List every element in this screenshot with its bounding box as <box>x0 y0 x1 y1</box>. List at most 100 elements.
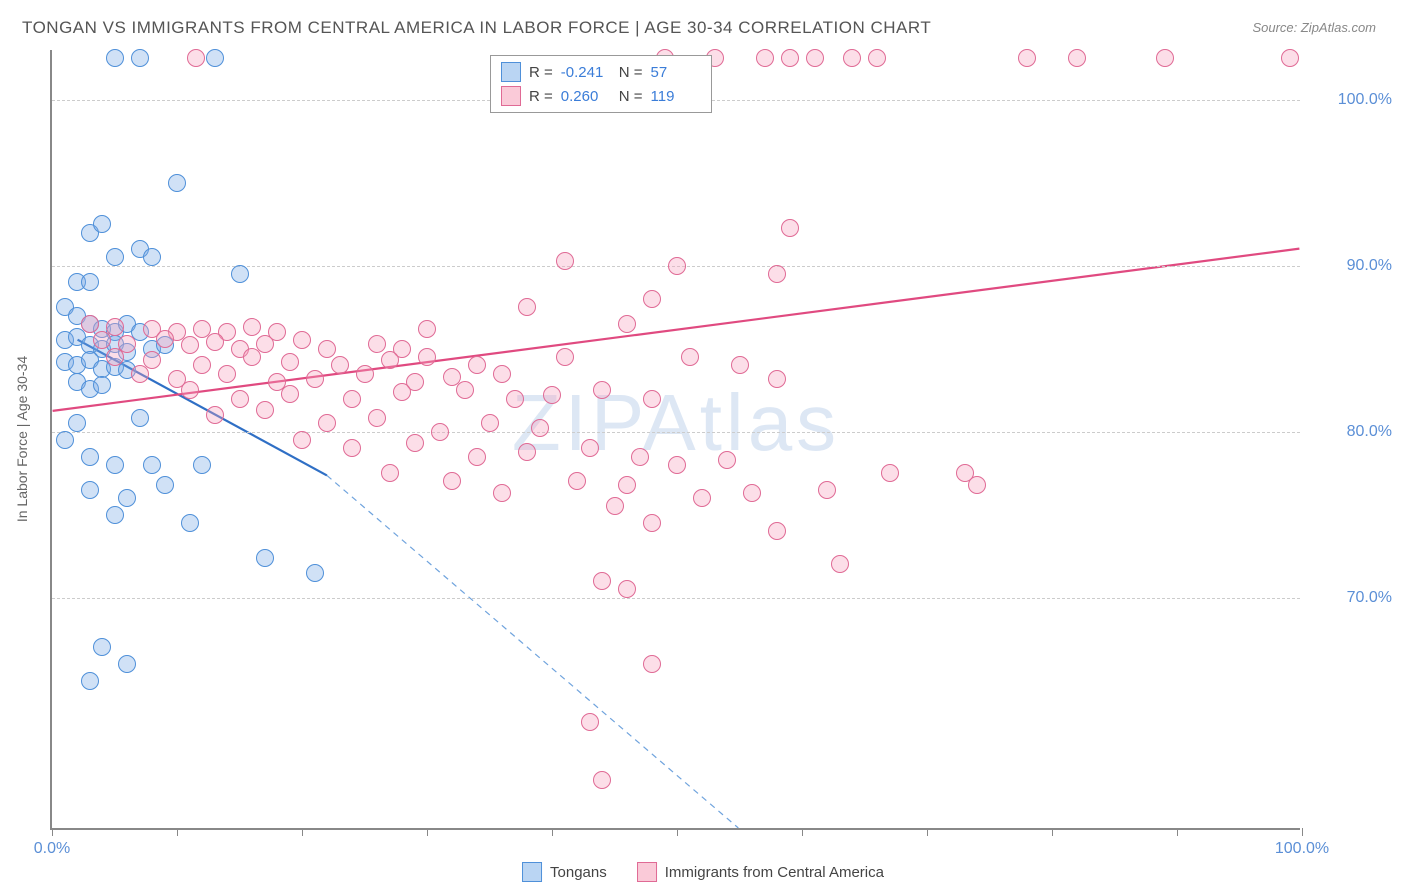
data-point <box>256 401 274 419</box>
data-point <box>81 448 99 466</box>
data-point <box>187 49 205 67</box>
data-point <box>843 49 861 67</box>
data-point <box>406 434 424 452</box>
data-point <box>481 414 499 432</box>
y-tick-label: 70.0% <box>1312 589 1392 607</box>
data-point <box>106 506 124 524</box>
y-tick-label: 80.0% <box>1312 423 1392 441</box>
data-point <box>381 351 399 369</box>
data-point <box>181 336 199 354</box>
swatch-tongans <box>501 62 521 82</box>
data-point <box>756 49 774 67</box>
data-point <box>1018 49 1036 67</box>
data-point <box>56 431 74 449</box>
y-axis-title: In Labor Force | Age 30-34 <box>14 356 30 522</box>
data-point <box>81 672 99 690</box>
data-point <box>206 406 224 424</box>
gridline-h <box>52 598 1300 599</box>
data-point <box>293 431 311 449</box>
data-point <box>318 414 336 432</box>
n-tongans: 57 <box>651 64 701 81</box>
data-point <box>643 290 661 308</box>
data-point <box>593 381 611 399</box>
data-point <box>256 549 274 567</box>
data-point <box>618 476 636 494</box>
data-point <box>143 248 161 266</box>
data-point <box>193 356 211 374</box>
chart-source: Source: ZipAtlas.com <box>1252 20 1376 35</box>
data-point <box>381 464 399 482</box>
legend-item-central-america: Immigrants from Central America <box>637 862 884 882</box>
r-central-america: 0.260 <box>561 88 611 105</box>
data-point <box>556 252 574 270</box>
data-point <box>156 476 174 494</box>
x-tick <box>52 828 53 836</box>
data-point <box>818 481 836 499</box>
data-point <box>431 423 449 441</box>
data-point <box>231 390 249 408</box>
chart-title: TONGAN VS IMMIGRANTS FROM CENTRAL AMERIC… <box>22 18 931 38</box>
data-point <box>68 414 86 432</box>
data-point <box>806 49 824 67</box>
x-tick <box>427 828 428 836</box>
data-point <box>168 174 186 192</box>
data-point <box>768 265 786 283</box>
data-point <box>418 320 436 338</box>
data-point <box>731 356 749 374</box>
data-point <box>768 522 786 540</box>
data-point <box>881 464 899 482</box>
x-tick <box>1302 828 1303 836</box>
data-point <box>218 365 236 383</box>
data-point <box>518 298 536 316</box>
r-tongans: -0.241 <box>561 64 611 81</box>
gridline-h <box>52 432 1300 433</box>
legend-swatch-tongans <box>522 862 542 882</box>
data-point <box>593 771 611 789</box>
data-point <box>781 49 799 67</box>
data-point <box>531 419 549 437</box>
data-point <box>181 514 199 532</box>
data-point <box>718 451 736 469</box>
data-point <box>81 273 99 291</box>
data-point <box>618 315 636 333</box>
data-point <box>643 655 661 673</box>
data-point <box>681 348 699 366</box>
x-tick <box>302 828 303 836</box>
trend-lines <box>52 50 1300 828</box>
swatch-central-america <box>501 86 521 106</box>
legend-label-tongans: Tongans <box>550 864 607 881</box>
data-point <box>1281 49 1299 67</box>
data-point <box>206 49 224 67</box>
x-tick <box>677 828 678 836</box>
y-tick-label: 90.0% <box>1312 257 1392 275</box>
n-central-america: 119 <box>651 88 701 105</box>
data-point <box>156 330 174 348</box>
data-point <box>93 331 111 349</box>
data-point <box>206 333 224 351</box>
data-point <box>643 514 661 532</box>
data-point <box>106 248 124 266</box>
x-tick <box>1177 828 1178 836</box>
data-point <box>106 49 124 67</box>
data-point <box>243 318 261 336</box>
data-point <box>331 356 349 374</box>
data-point <box>131 49 149 67</box>
data-point <box>393 383 411 401</box>
data-point <box>456 381 474 399</box>
data-point <box>581 713 599 731</box>
data-point <box>118 655 136 673</box>
data-point <box>568 472 586 490</box>
data-point <box>968 476 986 494</box>
data-point <box>781 219 799 237</box>
data-point <box>518 443 536 461</box>
data-point <box>318 340 336 358</box>
data-point <box>831 555 849 573</box>
data-point <box>306 370 324 388</box>
data-point <box>306 564 324 582</box>
stats-row-central-america: R = 0.260 N = 119 <box>501 84 701 108</box>
data-point <box>1156 49 1174 67</box>
legend-label-central-america: Immigrants from Central America <box>665 864 884 881</box>
x-tick <box>1052 828 1053 836</box>
data-point <box>631 448 649 466</box>
data-point <box>106 348 124 366</box>
